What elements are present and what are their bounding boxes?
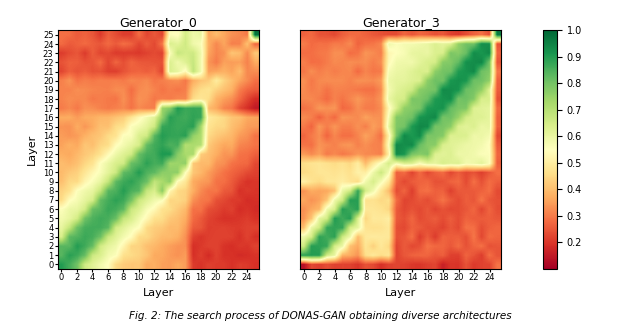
Title: Generator_3: Generator_3 [362,16,440,29]
X-axis label: Layer: Layer [385,288,416,297]
X-axis label: Layer: Layer [143,288,173,297]
Title: Generator_0: Generator_0 [119,16,197,29]
Text: Fig. 2: The search process of DONAS-GAN obtaining diverse architectures: Fig. 2: The search process of DONAS-GAN … [129,311,511,321]
Y-axis label: Layer: Layer [28,134,37,165]
